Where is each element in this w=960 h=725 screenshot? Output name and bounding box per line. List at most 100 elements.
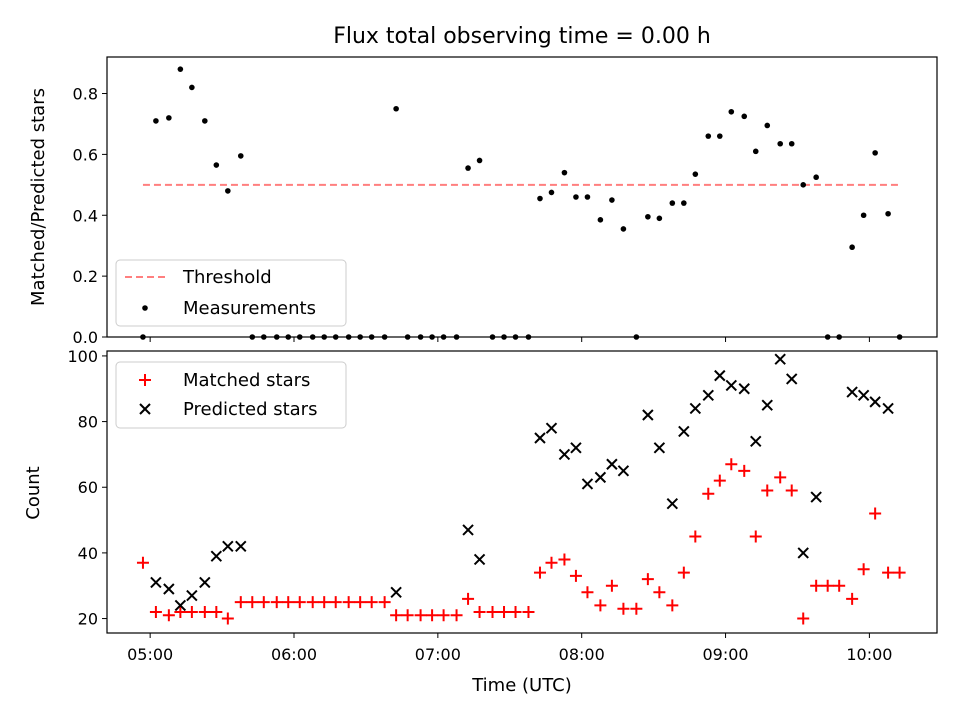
predicted-star-point xyxy=(606,458,618,470)
matched-star-point xyxy=(378,596,391,609)
bottom-y-tick-label: 20 xyxy=(78,610,98,629)
top-y-tick-label: 0.8 xyxy=(73,85,98,104)
predicted-star-point xyxy=(689,402,702,415)
bottom-y-ticks: 20 40 60 80 100 xyxy=(67,347,107,629)
measurement-point xyxy=(752,148,759,155)
legend-predicted-swatch xyxy=(139,403,151,415)
matched-star-point xyxy=(450,609,463,622)
measurement-point xyxy=(393,105,399,112)
matched-star-point xyxy=(522,605,535,618)
top-legend-box xyxy=(115,259,347,327)
predicted-star-point xyxy=(570,442,582,454)
measurement-point xyxy=(597,217,604,223)
predicted-star-point xyxy=(462,524,474,536)
measurement-point xyxy=(705,133,712,139)
predicted-star-point xyxy=(702,389,714,402)
predicted-star-point xyxy=(390,586,402,598)
measurement-point xyxy=(872,150,878,156)
measurement-point xyxy=(645,213,651,220)
matched-star-point xyxy=(882,566,895,579)
bottom-legend-box xyxy=(115,361,347,429)
measurement-point xyxy=(213,162,220,168)
matched-star-point xyxy=(462,592,475,605)
measurement-point xyxy=(620,226,627,232)
measurement-point xyxy=(764,122,771,129)
matched-star-point xyxy=(594,599,607,612)
measurement-point xyxy=(202,118,208,124)
legend-measurements-swatch xyxy=(142,305,148,311)
measurement-point xyxy=(237,153,244,159)
matched-star-point xyxy=(821,579,834,592)
predicted-star-point xyxy=(534,432,546,444)
matched-star-point xyxy=(749,530,762,543)
matched-star-point xyxy=(486,605,499,618)
matched-star-point xyxy=(318,596,331,609)
predicted-star-point xyxy=(558,448,571,461)
matched-star-point xyxy=(869,507,882,520)
predicted-star-point xyxy=(846,386,858,398)
measurement-point xyxy=(885,210,891,217)
x-tick-label: 08:00 xyxy=(559,645,605,664)
matched-star-point xyxy=(761,484,774,497)
predicted-star-point xyxy=(797,547,809,559)
predicted-star-point xyxy=(786,373,798,385)
predicted-star-point xyxy=(199,576,211,589)
chart-title: Flux total observing time = 0.00 h xyxy=(333,24,711,49)
predicted-star-point xyxy=(666,497,679,510)
matched-star-point xyxy=(581,586,594,599)
measurement-point xyxy=(584,194,591,200)
matched-star-point xyxy=(509,605,522,618)
measurement-point xyxy=(177,66,184,72)
predicted-star-point xyxy=(473,553,486,566)
legend-measurements-label: Measurements xyxy=(183,298,316,319)
predicted-star-point xyxy=(642,409,654,421)
predicted-star-point xyxy=(882,402,894,415)
predicted-star-point xyxy=(714,369,726,382)
predicted-star-point xyxy=(222,540,234,553)
predicted-star-point xyxy=(738,383,750,395)
measurement-point xyxy=(609,197,615,203)
measurement-point xyxy=(860,212,867,219)
measurement-point xyxy=(189,84,195,91)
matched-star-point xyxy=(533,566,546,579)
measurement-point xyxy=(692,171,699,177)
measurement-point xyxy=(476,157,483,164)
measurement-point xyxy=(800,182,807,188)
measurement-point xyxy=(153,118,159,124)
measurement-point xyxy=(465,165,471,171)
top-axes-frame xyxy=(106,56,938,338)
matched-star-point xyxy=(785,484,798,497)
legend-matched-label: Matched stars xyxy=(183,370,310,391)
measurement-point xyxy=(561,169,568,176)
measurement-point xyxy=(741,113,748,120)
matched-star-point xyxy=(545,556,558,569)
matched-star-point xyxy=(857,563,870,576)
matched-star-point xyxy=(797,612,810,625)
measurement-point xyxy=(656,215,663,222)
matched-star-point xyxy=(390,609,403,622)
x-tick-label: 10:00 xyxy=(846,645,892,664)
matched-star-point xyxy=(617,602,630,615)
matched-star-point xyxy=(198,605,211,618)
bottom-y-tick-label: 40 xyxy=(78,544,98,563)
bottom-legend: Matched stars Predicted stars xyxy=(115,361,347,429)
matched-star-point xyxy=(738,464,751,477)
matched-star-point xyxy=(558,553,571,566)
matched-star-point xyxy=(473,605,486,618)
matched-star-point xyxy=(401,609,414,622)
matched-star-point xyxy=(354,596,367,609)
matched-star-point xyxy=(210,605,223,618)
matched-star-point xyxy=(329,596,342,609)
matched-star-point xyxy=(162,609,175,622)
predicted-star-point xyxy=(761,399,773,411)
predicted-star-point xyxy=(857,389,870,402)
matched-star-point xyxy=(426,609,439,622)
matched-star-point xyxy=(437,609,450,622)
bottom-y-tick-label: 60 xyxy=(78,478,98,497)
top-y-tick-label: 0.0 xyxy=(73,328,98,347)
legend-matched-swatch xyxy=(139,374,151,386)
matched-star-point xyxy=(293,596,306,609)
measurement-point xyxy=(813,174,819,181)
predicted-star-point xyxy=(163,583,175,595)
matched-star-point xyxy=(365,596,378,609)
